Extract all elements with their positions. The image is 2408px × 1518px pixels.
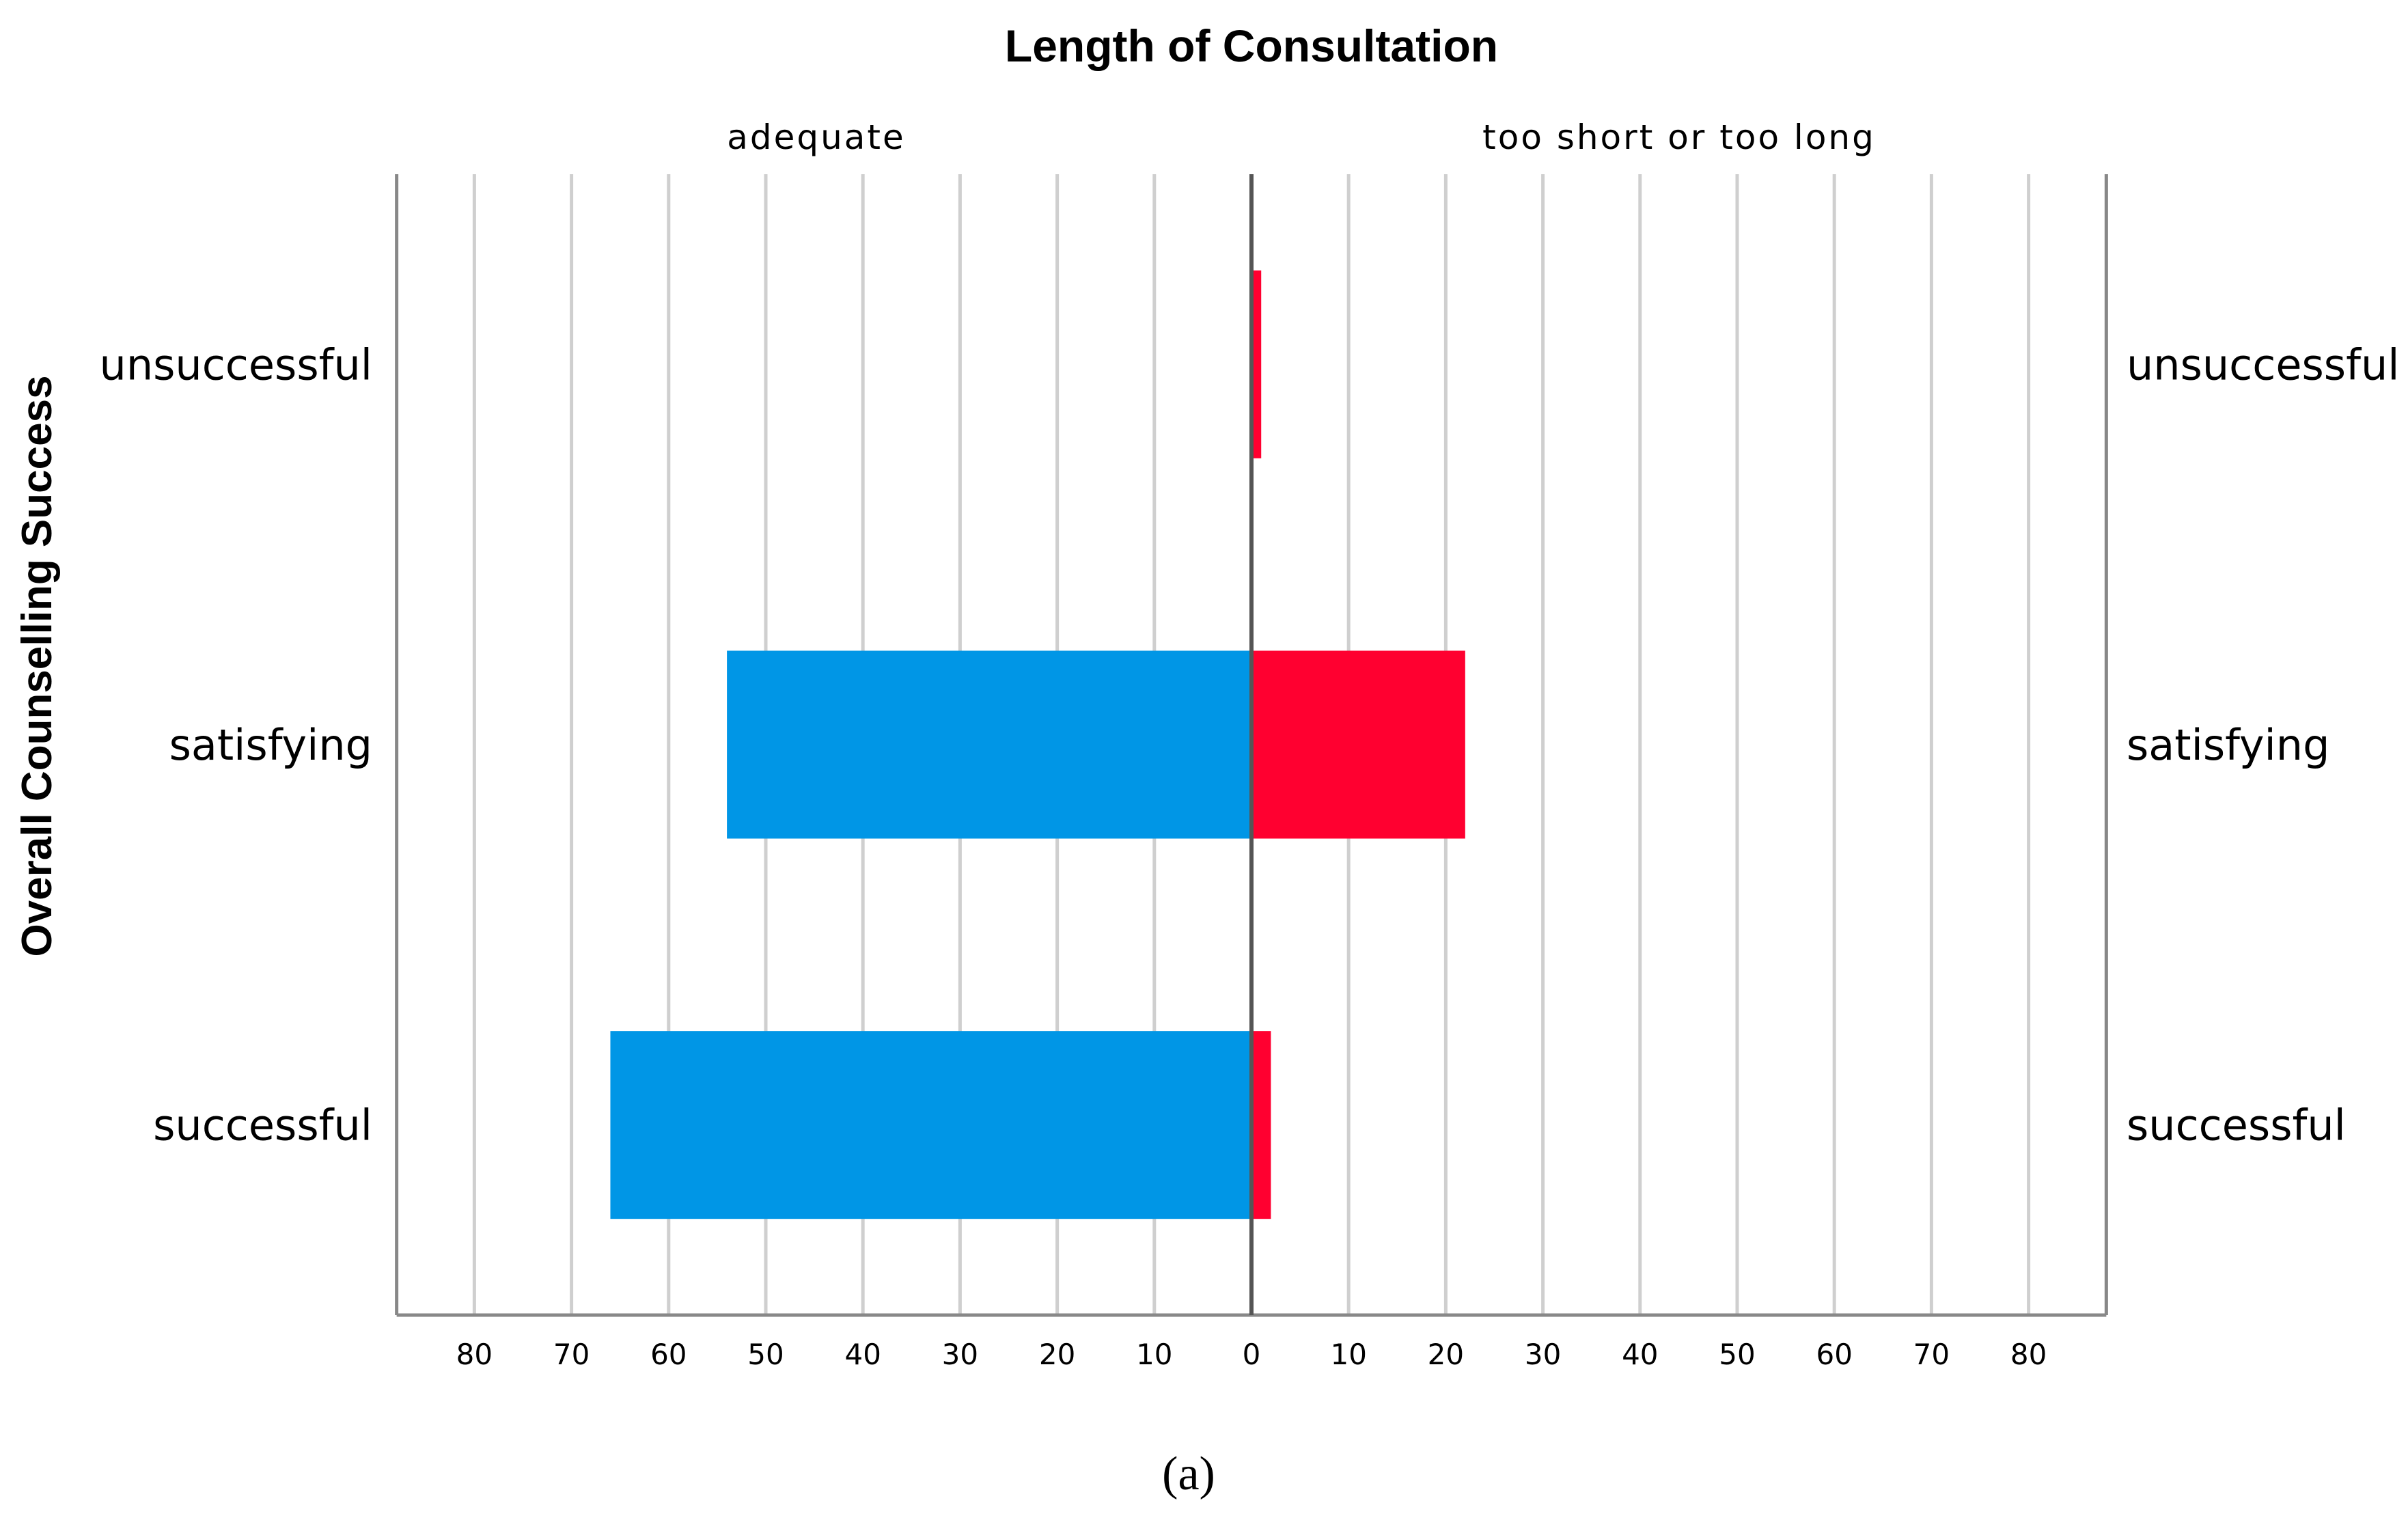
bar-left-satisfying [727, 650, 1251, 839]
category-label-right: successful [2127, 1101, 2346, 1150]
x-tick-label: 70 [553, 1338, 590, 1371]
category-label-left: successful [153, 1101, 372, 1150]
bar-right-successful [1251, 1031, 1271, 1219]
x-tick-label: 20 [1428, 1338, 1464, 1371]
x-tick-label: 40 [1622, 1338, 1658, 1371]
chart-title: Length of Consultation [1005, 20, 1498, 71]
x-tick-label: 10 [1330, 1338, 1366, 1371]
category-label-left: unsuccessful [100, 340, 372, 389]
y-axis-label: Overall Counselling Success [14, 375, 61, 956]
axes [395, 174, 2108, 1317]
x-tick-label: 80 [456, 1338, 493, 1371]
x-tick-label: 0 [1243, 1338, 1261, 1371]
x-tick-label: 50 [1719, 1338, 1755, 1371]
bar-right-unsuccessful [1251, 270, 1262, 458]
x-tick-label: 60 [1816, 1338, 1852, 1371]
category-label-right: satisfying [2127, 720, 2329, 770]
figure-caption: (a) [1162, 1448, 1215, 1500]
bars [610, 270, 1465, 1219]
x-tick-label: 60 [650, 1338, 687, 1371]
right-series-label: too short or too long [1482, 118, 1876, 157]
x-tick-label: 10 [1136, 1338, 1172, 1371]
x-tick-label: 40 [844, 1338, 881, 1371]
x-tick-labels: 80 70 60 50 40 30 20 10 0 10 20 30 40 50 60 70 80 [456, 1338, 2047, 1371]
left-series-label: adequate [727, 118, 906, 157]
x-tick-label: 30 [1525, 1338, 1561, 1371]
x-tick-label: 20 [1039, 1338, 1075, 1371]
category-label-left: satisfying [169, 720, 372, 770]
x-tick-label: 80 [2010, 1338, 2047, 1371]
x-tick-label: 30 [942, 1338, 978, 1371]
x-tick-label: 70 [1913, 1338, 1950, 1371]
x-tick-label: 50 [747, 1338, 784, 1371]
category-label-right: unsuccessful [2127, 340, 2399, 389]
bar-right-satisfying [1251, 650, 1465, 839]
bar-left-successful [610, 1031, 1251, 1219]
category-labels: unsuccessful unsuccessful satisfying satisf… [100, 340, 2400, 1150]
